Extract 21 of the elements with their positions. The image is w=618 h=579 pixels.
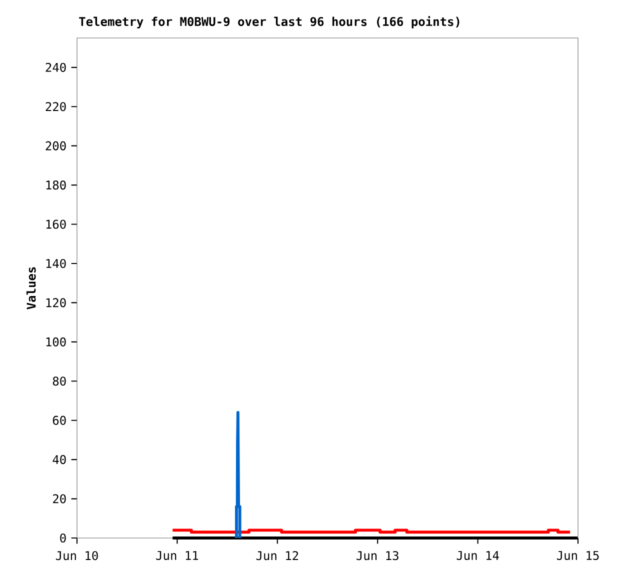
y-tick-label: 20 xyxy=(53,494,66,504)
y-tick-label: 80 xyxy=(52,376,66,386)
x-tick-label: Jun 10 xyxy=(56,551,98,560)
y-tick-label: 200 xyxy=(46,141,66,150)
x-tick-label: Jun 13 xyxy=(356,551,398,560)
y-tick-label: 60 xyxy=(52,416,66,425)
y-tick-label: 180 xyxy=(46,180,66,190)
x-tick-label: Jun 12 xyxy=(256,551,298,560)
x-tick-label: Jun 15 xyxy=(556,551,599,560)
y-axis-title: Values xyxy=(26,267,36,310)
x-tick-label: Jun 11 xyxy=(156,551,198,560)
y-tick-label: 40 xyxy=(52,455,66,464)
y-tick-label: 0 xyxy=(60,533,66,543)
y-tick-label: 120 xyxy=(46,298,66,308)
y-tick-label: 220 xyxy=(46,102,66,112)
y-tick-label: 100 xyxy=(46,337,66,346)
y-tick-label: 160 xyxy=(46,220,66,229)
y-tick-label: 140 xyxy=(46,258,66,268)
chart-title: Telemetry for M0BWU-9 over last 96 hours (166 points) xyxy=(79,16,460,28)
y-tick-label: 240 xyxy=(46,62,66,72)
x-tick-label: Jun 14 xyxy=(456,551,499,560)
